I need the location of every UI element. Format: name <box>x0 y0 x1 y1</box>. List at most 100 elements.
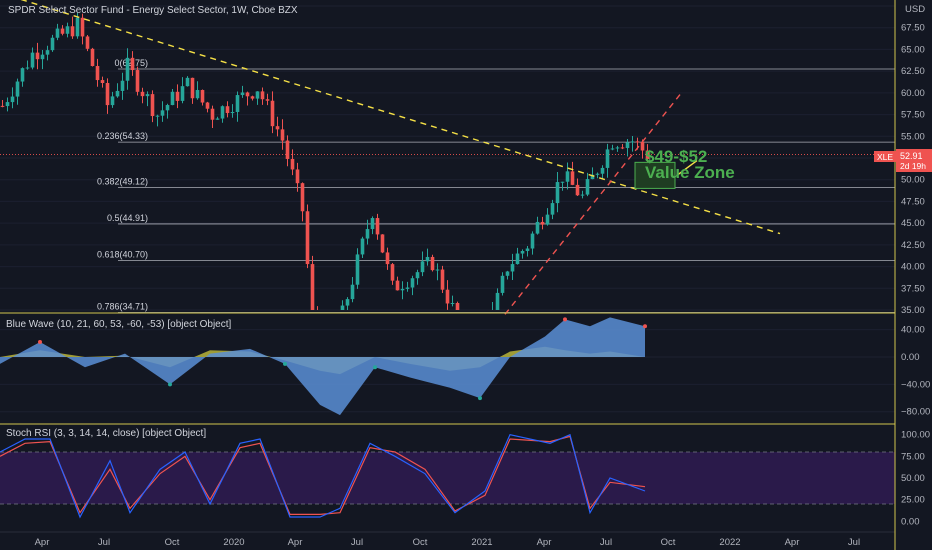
wave-blue-area <box>0 317 645 416</box>
candle-body <box>135 70 140 92</box>
candle-body <box>565 171 570 182</box>
fib-level-label: 0.5(44.91) <box>107 213 148 223</box>
candle-body <box>520 250 525 254</box>
candle-body <box>255 91 260 99</box>
value-zone-label: Value Zone <box>645 163 735 182</box>
candle-body <box>525 248 530 251</box>
candle-body <box>240 92 245 96</box>
candle-body <box>185 77 190 87</box>
candle-body <box>10 96 15 103</box>
bar-countdown: 2d 19h <box>900 161 926 171</box>
candle-body <box>615 147 620 149</box>
candle-body <box>60 28 65 34</box>
x-tick-label: Apr <box>35 537 50 548</box>
x-tick-label: Oct <box>165 537 180 548</box>
wave-signal-dot <box>38 339 42 344</box>
candle-body <box>20 68 25 82</box>
wave-signal-dot <box>283 361 287 366</box>
x-tick-label: Oct <box>661 537 676 548</box>
candle-body <box>15 81 20 97</box>
candle-body <box>310 264 315 310</box>
blue-wave-pane <box>0 317 895 416</box>
candle-body <box>300 183 305 212</box>
y-tick-label: 40.00 <box>901 262 925 273</box>
x-tick-label: Apr <box>785 537 800 548</box>
y-tick-label: 0.00 <box>901 352 920 363</box>
x-tick-label: Jul <box>600 537 612 548</box>
candle-body <box>495 292 500 310</box>
candle-body <box>125 57 130 81</box>
candle-body <box>235 95 240 112</box>
wave-signal-dot <box>373 365 377 370</box>
candle-body <box>110 96 115 106</box>
candle-body <box>395 280 400 291</box>
price-tag <box>896 149 932 172</box>
candle-body <box>45 50 50 55</box>
symbol-tag <box>874 151 896 162</box>
candle-body <box>70 26 75 37</box>
candle-body <box>420 261 425 273</box>
candle-body <box>640 141 645 151</box>
wave-signal-dot <box>478 396 482 401</box>
rsi-k-line <box>0 433 646 519</box>
wave-signal-dot <box>168 382 172 387</box>
candle-body <box>65 26 70 34</box>
candle-body <box>435 269 440 271</box>
y-tick-label: −80.00 <box>901 407 930 418</box>
y-tick-label: 50.00 <box>901 175 925 186</box>
fib-level-label: 0.236(54.33) <box>97 131 148 141</box>
candle-body <box>260 91 265 100</box>
candle-body <box>590 174 595 180</box>
candle-body <box>230 111 235 114</box>
y-tick-label: 55.00 <box>901 131 925 142</box>
candle-body <box>350 284 355 300</box>
trend-lines <box>20 0 781 315</box>
candle-body <box>600 167 605 174</box>
candle-body <box>585 179 590 195</box>
candle-body <box>275 126 280 130</box>
stoch-rsi-pane <box>0 433 895 519</box>
y-tick-label: 25.00 <box>901 495 925 506</box>
downtrend-line <box>20 0 781 235</box>
symbol-label: XLE <box>877 152 893 162</box>
candle-body <box>370 218 375 230</box>
candle-body <box>175 91 180 101</box>
candle-body <box>510 264 515 272</box>
candle-body <box>605 149 610 168</box>
candle-body <box>375 218 380 235</box>
candle-body <box>265 99 270 101</box>
candle-body <box>105 83 110 106</box>
y-tick-label: −40.00 <box>901 379 930 390</box>
y-tick-label: 60.00 <box>901 88 925 99</box>
candle-body <box>220 106 225 119</box>
value-zone-arrow <box>676 160 698 176</box>
candle-body <box>35 52 40 60</box>
candle-body <box>0 105 5 107</box>
y-tick-label: 35.00 <box>901 305 925 316</box>
candle-body <box>80 17 85 37</box>
candle-body <box>560 181 565 183</box>
candle-body <box>410 278 415 288</box>
candle-body <box>205 102 210 109</box>
y-tick-label: 40.00 <box>901 325 925 336</box>
candle-body <box>545 214 550 225</box>
candle-body <box>170 91 175 106</box>
candle-body <box>85 36 90 49</box>
y-tick-label: 37.50 <box>901 283 925 294</box>
wave-signal-dot <box>563 317 567 322</box>
y-tick-label: 0.00 <box>901 516 920 527</box>
candle-body <box>150 94 155 117</box>
x-tick-label: Jul <box>848 537 860 548</box>
candle-body <box>305 211 310 265</box>
candle-body <box>610 148 615 150</box>
candle-body <box>635 141 640 143</box>
candle-body <box>430 256 435 271</box>
candle-body <box>165 105 170 111</box>
x-tick-label: 2021 <box>471 537 492 548</box>
last-price-badge[interactable]: XLE 52.91 2d 19h <box>874 149 932 172</box>
candle-body <box>280 129 285 141</box>
value-zone-box <box>634 161 676 189</box>
candle-body <box>285 140 290 159</box>
